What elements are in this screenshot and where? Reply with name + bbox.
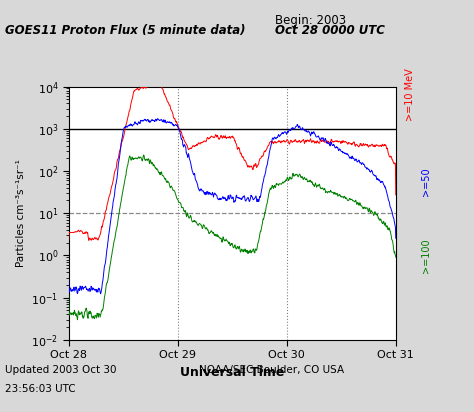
Text: >=50: >=50 xyxy=(421,167,431,196)
Y-axis label: Particles cm⁻³s⁻¹sr⁻¹: Particles cm⁻³s⁻¹sr⁻¹ xyxy=(16,159,26,267)
Text: >=10 MeV: >=10 MeV xyxy=(405,68,415,121)
Text: Oct 28 0000 UTC: Oct 28 0000 UTC xyxy=(275,24,385,37)
Text: 23:56:03 UTC: 23:56:03 UTC xyxy=(5,384,75,394)
Text: >=100: >=100 xyxy=(421,238,431,273)
Text: NOAA/SEC Boulder, CO USA: NOAA/SEC Boulder, CO USA xyxy=(199,365,344,375)
Text: Updated 2003 Oct 30: Updated 2003 Oct 30 xyxy=(5,365,116,375)
X-axis label: Universal Time: Universal Time xyxy=(180,366,284,379)
Text: GOES11 Proton Flux (5 minute data): GOES11 Proton Flux (5 minute data) xyxy=(5,24,245,37)
Text: Begin: 2003: Begin: 2003 xyxy=(275,14,346,28)
